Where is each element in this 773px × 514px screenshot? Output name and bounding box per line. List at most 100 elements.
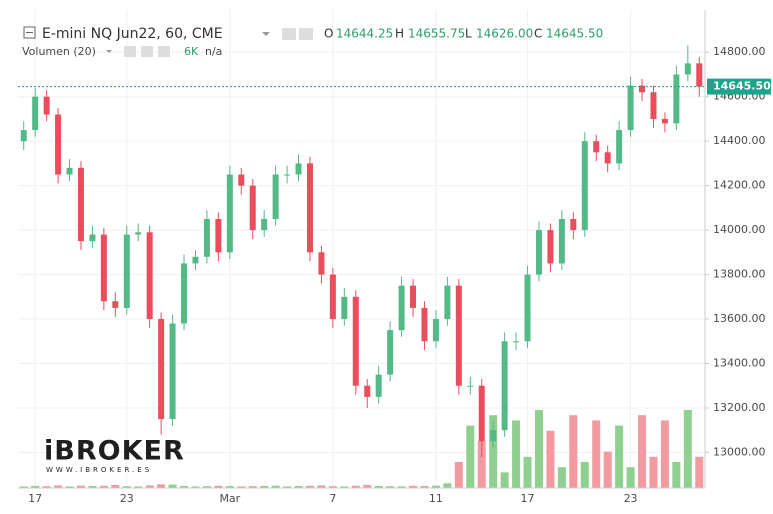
volume-bar [294,486,303,488]
volume-bar [42,486,51,488]
volume-eye-icon[interactable] [124,46,136,57]
x-tick-label: 7 [329,492,336,505]
candle-body [478,385,485,442]
candle-body [535,230,542,275]
candle-body [112,301,119,308]
volume-bar [248,486,257,488]
candle-body [32,96,39,131]
high-value: 14655.75 [408,27,465,41]
volume-bar [214,485,223,488]
volume-bar [260,485,269,488]
candle-body [226,174,233,253]
volume-bar [134,486,143,488]
volume-bar [31,485,40,488]
last-price-box [707,78,771,95]
candle-body [581,141,588,231]
candle-body [89,234,96,242]
candle-body [66,167,73,175]
open-label: O [324,27,333,41]
y-tick-label: 14800.00 [713,45,766,58]
candle-body [639,85,646,93]
volume-bar [638,415,647,488]
volume-bar [454,462,463,488]
candle-body [661,118,668,124]
candle-body [318,252,325,275]
close-label: C [534,27,542,41]
y-tick-label: 13000.00 [713,445,766,458]
x-tick-label: 17 [28,492,42,505]
volume-bar [603,451,612,488]
candle-body [329,274,336,320]
candle-body [77,167,84,242]
candle-body [295,163,302,175]
volume-bar [500,472,509,488]
volume-bar [19,486,28,488]
volume-bar [626,467,635,488]
volume-title: Volumen (20) [22,45,96,58]
y-tick-label: 13600.00 [713,312,766,325]
x-tick-label: 23 [120,492,134,505]
candle-body [421,307,428,342]
last-price-label: 14645.50 [713,80,771,93]
candle-body [490,430,497,442]
volume-bar [54,485,63,488]
volume-dropdown[interactable] [106,50,112,53]
volume-bar [534,410,543,488]
candle-body [272,174,279,219]
volume-bar [317,485,326,488]
candle-body [123,234,130,308]
volume-bar [363,484,372,488]
volume-bar [386,486,395,488]
x-tick-label: 17 [521,492,535,505]
volume-bar [546,430,555,488]
candle-body [432,319,439,342]
volume-bar [76,485,85,488]
volume-bar [374,485,383,488]
candle-body [192,256,199,264]
volume-bar [180,485,189,488]
volume-bar [305,485,314,488]
y-tick-label: 13200.00 [713,401,766,414]
candle-body [684,63,691,75]
collapse-icon[interactable] [23,26,36,39]
volume-bar [466,425,475,488]
volume-bar [523,456,532,488]
volume-bar [695,456,704,488]
y-tick-label: 13800.00 [713,268,766,281]
candle-body [558,218,565,264]
x-tick-label: Mar [219,492,240,505]
eye-icon[interactable] [282,28,296,40]
candle-body [455,285,462,386]
candle-body [593,141,600,153]
volume-bar [65,486,74,488]
logo-url: WWW.IBROKER.ES [46,466,152,474]
candle-body [513,341,520,343]
settings-icon[interactable] [299,28,313,40]
y-tick-label: 13400.00 [713,356,766,369]
volume-bar [351,485,360,488]
candle-body [387,330,394,375]
volume-bar [340,486,349,488]
candle-body [467,385,474,387]
candle-body [169,323,176,420]
low-label: L [465,27,472,41]
volume-value: 6K [184,45,199,58]
dropdown-icon[interactable] [262,32,270,36]
volume-bar [683,410,692,488]
candle-body [20,130,27,142]
volume-bar [237,486,246,488]
volume-bar [409,485,418,488]
candle-body [524,274,531,342]
candle-body [364,385,371,397]
volume-bar [615,425,624,488]
open-value: 14644.25 [336,27,393,41]
volume-layer [19,410,704,488]
candle-body [410,285,417,308]
logo: iBROKER [44,436,185,467]
volume-close-icon[interactable] [158,46,170,57]
candle-body [100,234,107,302]
candle-body [616,130,623,164]
volume-settings-icon[interactable] [141,46,153,57]
low-value: 14626.00 [476,27,533,41]
